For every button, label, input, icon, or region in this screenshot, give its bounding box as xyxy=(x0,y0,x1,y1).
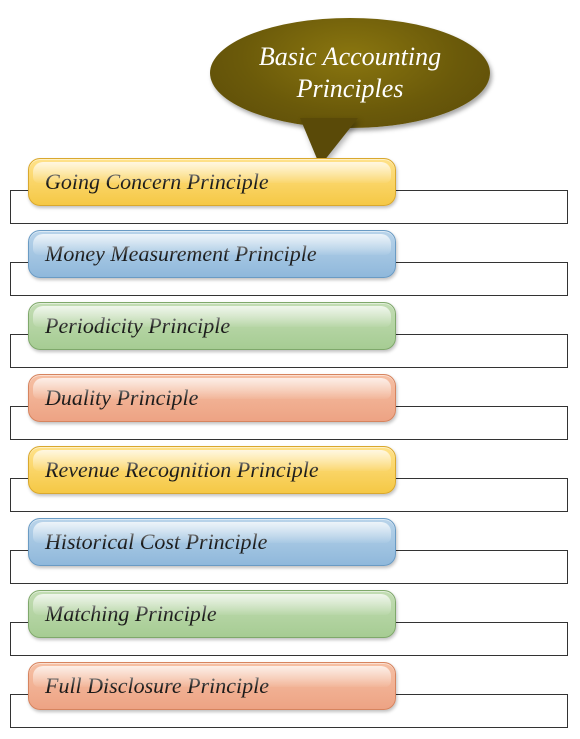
principle-label: Full Disclosure Principle xyxy=(45,673,269,699)
list-row: Duality Principle xyxy=(10,374,570,446)
list-row: Full Disclosure Principle xyxy=(10,662,570,734)
principle-pill: Revenue Recognition Principle xyxy=(28,446,396,494)
principle-pill: Periodicity Principle xyxy=(28,302,396,350)
title-speech-bubble: Basic Accounting Principles xyxy=(210,18,490,168)
list-row: Matching Principle xyxy=(10,590,570,662)
principle-label: Revenue Recognition Principle xyxy=(45,457,319,483)
principle-label: Duality Principle xyxy=(45,385,198,411)
list-row: Revenue Recognition Principle xyxy=(10,446,570,518)
principle-label: Periodicity Principle xyxy=(45,313,230,339)
principle-pill: Full Disclosure Principle xyxy=(28,662,396,710)
list-row: Historical Cost Principle xyxy=(10,518,570,590)
list-row: Money Measurement Principle xyxy=(10,230,570,302)
principle-label: Going Concern Principle xyxy=(45,169,269,195)
principles-list: Going Concern Principle Money Measurement… xyxy=(10,158,570,734)
principle-pill: Money Measurement Principle xyxy=(28,230,396,278)
principle-pill: Historical Cost Principle xyxy=(28,518,396,566)
diagram-title: Basic Accounting Principles xyxy=(210,41,490,106)
principle-label: Historical Cost Principle xyxy=(45,529,267,555)
list-row: Going Concern Principle xyxy=(10,158,570,230)
principle-pill: Matching Principle xyxy=(28,590,396,638)
principle-pill: Going Concern Principle xyxy=(28,158,396,206)
title-bubble-oval: Basic Accounting Principles xyxy=(210,18,490,128)
principle-label: Money Measurement Principle xyxy=(45,241,317,267)
principle-label: Matching Principle xyxy=(45,601,217,627)
principle-pill: Duality Principle xyxy=(28,374,396,422)
list-row: Periodicity Principle xyxy=(10,302,570,374)
